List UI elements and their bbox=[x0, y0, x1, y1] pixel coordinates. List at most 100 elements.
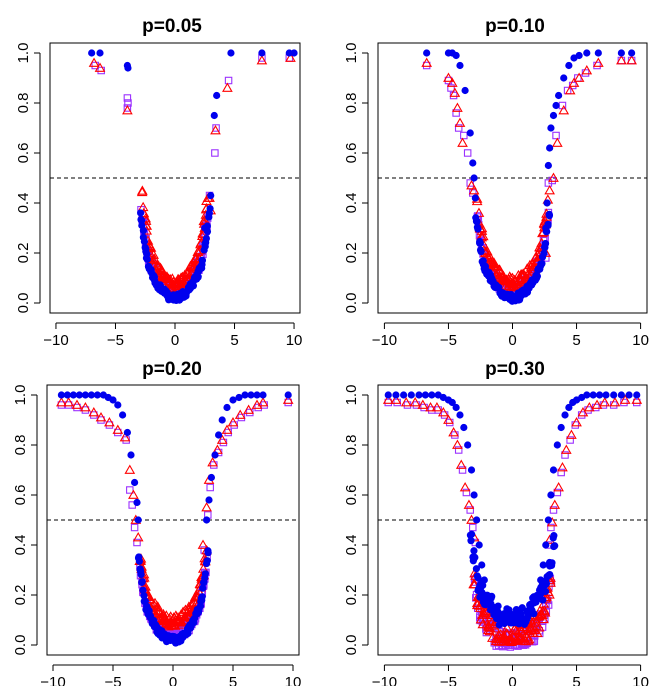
point-circle bbox=[549, 466, 558, 474]
point-circle bbox=[541, 240, 550, 248]
point-circle bbox=[565, 61, 573, 70]
point-triangle bbox=[466, 179, 477, 190]
point-circle bbox=[392, 391, 400, 399]
point-triangle bbox=[448, 426, 459, 437]
point-circle bbox=[547, 561, 556, 570]
panel-title: p=0.30 bbox=[485, 359, 545, 380]
point-square bbox=[130, 523, 139, 532]
point-circle bbox=[475, 541, 483, 549]
point-triangle bbox=[210, 124, 221, 135]
point-circle bbox=[476, 239, 484, 247]
point-triangle bbox=[88, 406, 100, 417]
panel-title: p=0.20 bbox=[142, 359, 202, 380]
x-tick-label: 10 bbox=[632, 332, 649, 349]
point-triangle bbox=[537, 605, 548, 616]
point-triangle bbox=[425, 401, 436, 412]
point-circle bbox=[198, 256, 207, 265]
point-circle bbox=[471, 553, 479, 561]
point-circle bbox=[617, 391, 625, 399]
point-circle bbox=[109, 396, 117, 404]
point-circle bbox=[124, 64, 132, 72]
point-square bbox=[460, 131, 468, 140]
point-circle bbox=[201, 574, 209, 582]
point-circle bbox=[494, 602, 502, 610]
x-tick-label: 10 bbox=[632, 674, 649, 686]
point-circle bbox=[628, 49, 636, 57]
point-triangle bbox=[443, 72, 454, 82]
point-triangle bbox=[509, 622, 521, 632]
point-triangle bbox=[124, 464, 136, 474]
point-circle bbox=[547, 124, 555, 132]
point-circle bbox=[472, 565, 481, 573]
point-circle bbox=[253, 391, 261, 399]
point-triangle bbox=[149, 253, 160, 263]
point-circle bbox=[470, 547, 478, 555]
point-square bbox=[557, 468, 565, 477]
point-triangle bbox=[243, 404, 254, 414]
y-tick-label: 0.2 bbox=[343, 243, 360, 264]
point-triangle bbox=[421, 57, 433, 67]
point-triangle bbox=[234, 409, 246, 419]
point-triangle bbox=[483, 249, 495, 259]
x-tick-label: 5 bbox=[230, 332, 238, 349]
point-circle bbox=[247, 391, 255, 399]
x-tick-label: −10 bbox=[43, 332, 68, 349]
point-triangle bbox=[201, 501, 212, 512]
point-circle bbox=[468, 530, 476, 538]
point-circle bbox=[542, 541, 550, 549]
point-circle bbox=[594, 49, 602, 57]
y-tick-label: 0.8 bbox=[12, 435, 29, 456]
point-circle bbox=[204, 549, 212, 557]
point-circle bbox=[198, 593, 206, 601]
point-square bbox=[466, 506, 474, 514]
point-triangle bbox=[256, 54, 268, 65]
point-circle bbox=[119, 411, 127, 419]
point-circle bbox=[552, 101, 560, 110]
point-circle bbox=[415, 391, 423, 399]
point-circle bbox=[138, 578, 146, 586]
point-circle bbox=[538, 260, 546, 268]
point-circle bbox=[602, 391, 610, 399]
point-triangle bbox=[549, 499, 561, 509]
point-triangle bbox=[390, 394, 402, 404]
point-circle bbox=[138, 216, 146, 225]
point-triangle bbox=[257, 396, 269, 407]
point-triangle bbox=[573, 72, 585, 82]
point-square bbox=[212, 124, 220, 132]
point-circle bbox=[235, 393, 243, 402]
point-square bbox=[447, 84, 455, 92]
point-square bbox=[633, 398, 641, 407]
point-circle bbox=[201, 224, 209, 232]
point-circle bbox=[539, 561, 547, 569]
point-triangle bbox=[463, 499, 475, 509]
point-circle bbox=[63, 391, 71, 399]
y-tick-label: 1.0 bbox=[12, 385, 29, 406]
point-circle bbox=[561, 411, 569, 419]
point-circle bbox=[589, 391, 597, 399]
point-circle bbox=[539, 596, 547, 604]
point-circle bbox=[583, 391, 591, 399]
point-square bbox=[123, 104, 132, 112]
point-circle bbox=[617, 49, 625, 57]
point-square bbox=[552, 131, 560, 140]
point-triangle bbox=[507, 630, 519, 641]
point-square bbox=[224, 76, 233, 85]
point-triangle bbox=[538, 613, 549, 624]
point-circle bbox=[227, 49, 235, 57]
point-triangle bbox=[619, 394, 631, 404]
point-square bbox=[123, 94, 132, 102]
point-circle bbox=[428, 391, 436, 399]
point-triangle bbox=[95, 411, 107, 422]
point-triangle bbox=[520, 272, 531, 282]
point-circle bbox=[140, 592, 148, 600]
point-circle bbox=[541, 587, 550, 596]
point-circle bbox=[544, 161, 552, 170]
point-circle bbox=[400, 391, 408, 399]
point-circle bbox=[207, 191, 215, 200]
point-triangle bbox=[477, 230, 489, 241]
point-triangle bbox=[452, 439, 463, 449]
point-triangle bbox=[400, 396, 412, 407]
point-square bbox=[454, 446, 463, 454]
y-tick-label: 0.0 bbox=[12, 635, 29, 656]
point-circle bbox=[202, 234, 210, 243]
